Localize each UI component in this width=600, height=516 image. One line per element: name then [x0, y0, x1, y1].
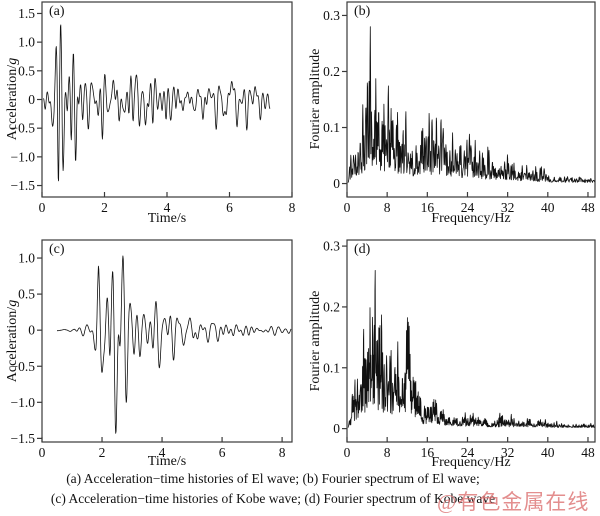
x-tick-label-c: 8	[279, 445, 286, 460]
plot-box-c	[41, 239, 293, 443]
y-tick-label-c: 0	[28, 323, 35, 338]
y-axis-title-a-italic: g	[5, 57, 20, 65]
panel-label-c: (c)	[49, 242, 65, 257]
x-axis-title-c: Time/s	[147, 454, 187, 469]
x-tick-label-a: 4	[164, 200, 171, 215]
y-tick-label-c: −0.5	[11, 359, 36, 374]
x-tick-label-d: 8	[384, 445, 391, 460]
y-tick-label-a: −0.5	[11, 121, 36, 136]
y-tick-label-b: 0.2	[323, 64, 340, 79]
y-tick-label-a: 0.5	[18, 63, 35, 78]
x-axis-title-d: Frequency/Hz	[431, 455, 511, 470]
y-axis-title-a: Acceleration/g	[5, 58, 21, 140]
y-tick-label-a: −1.5	[11, 178, 36, 193]
caption-line-2: (c) Acceleration−time histories of Kobe …	[50, 491, 496, 506]
y-tick-label-c: 0.5	[18, 287, 35, 302]
y-tick-label-a: 0	[28, 92, 35, 107]
y-tick-label-d: 0.3	[323, 239, 340, 254]
y-tick-label-b: 0.3	[323, 8, 340, 23]
x-tick-label-d: 40	[541, 445, 555, 460]
y-tick-label-b: 0	[333, 176, 340, 191]
plot-box-d	[346, 239, 596, 443]
y-tick-label-c: 1.0	[18, 251, 35, 266]
x-tick-label-d: 32	[501, 445, 515, 460]
panel-label-a: (a)	[49, 4, 65, 19]
x-tick-label-c: 0	[39, 445, 46, 460]
waveform-b	[347, 26, 596, 183]
waveform-a	[43, 24, 271, 182]
y-tick-label-a: −1.0	[11, 149, 36, 164]
y-tick-label-b: 0.1	[323, 120, 340, 135]
x-tick-label-d: 16	[421, 445, 435, 460]
y-axis-title-d: Fourier amplitude	[308, 290, 323, 392]
x-tick-label-c: 6	[219, 445, 226, 460]
x-tick-label-a: 0	[39, 200, 46, 215]
y-tick-label-c: −1.0	[11, 395, 36, 410]
y-axis-title-c-italic: g	[5, 299, 20, 307]
x-tick-label-c: 2	[99, 445, 106, 460]
plot-box-b	[346, 1, 596, 198]
y-tick-label-d: 0.2	[323, 299, 340, 314]
y-tick-label-a: 1.5	[18, 6, 35, 21]
x-tick-label-b: 32	[501, 200, 515, 215]
x-axis-title-b: Frequency/Hz	[431, 211, 511, 226]
waveform-d	[347, 269, 595, 428]
x-tick-label-a: 8	[289, 200, 296, 215]
x-tick-label-b: 0	[344, 200, 351, 215]
x-axis-title-a: Time/s	[147, 211, 187, 226]
y-tick-label-a: 1.0	[18, 35, 35, 50]
y-axis-title-c-text: Acceleration/	[5, 306, 20, 383]
x-tick-label-a: 2	[101, 200, 108, 215]
caption-line-1: (a) Acceleration−time histories of El wa…	[66, 471, 480, 486]
y-tick-label-d: 0.1	[323, 360, 340, 375]
x-tick-label-b: 48	[581, 200, 595, 215]
waveform-c	[57, 255, 292, 434]
panel-label-b: (b)	[354, 4, 371, 19]
y-axis-title-c: Acceleration/g	[5, 300, 21, 382]
x-tick-label-c: 4	[159, 445, 166, 460]
x-tick-label-d: 24	[461, 445, 475, 460]
x-tick-label-d: 0	[344, 445, 351, 460]
x-tick-label-b: 8	[384, 200, 391, 215]
x-tick-label-b: 24	[461, 200, 475, 215]
panel-label-d: (d)	[354, 242, 371, 257]
x-tick-label-b: 40	[541, 200, 555, 215]
y-axis-title-b: Fourier amplitude	[308, 48, 323, 150]
x-tick-label-d: 48	[581, 445, 595, 460]
y-axis-title-a-text: Acceleration/	[5, 64, 20, 141]
x-tick-label-b: 16	[421, 200, 435, 215]
x-tick-label-a: 6	[226, 200, 233, 215]
y-tick-label-d: 0	[333, 421, 340, 436]
watermark: @有色金属在线	[437, 490, 590, 514]
y-tick-label-c: −1.5	[11, 431, 36, 446]
